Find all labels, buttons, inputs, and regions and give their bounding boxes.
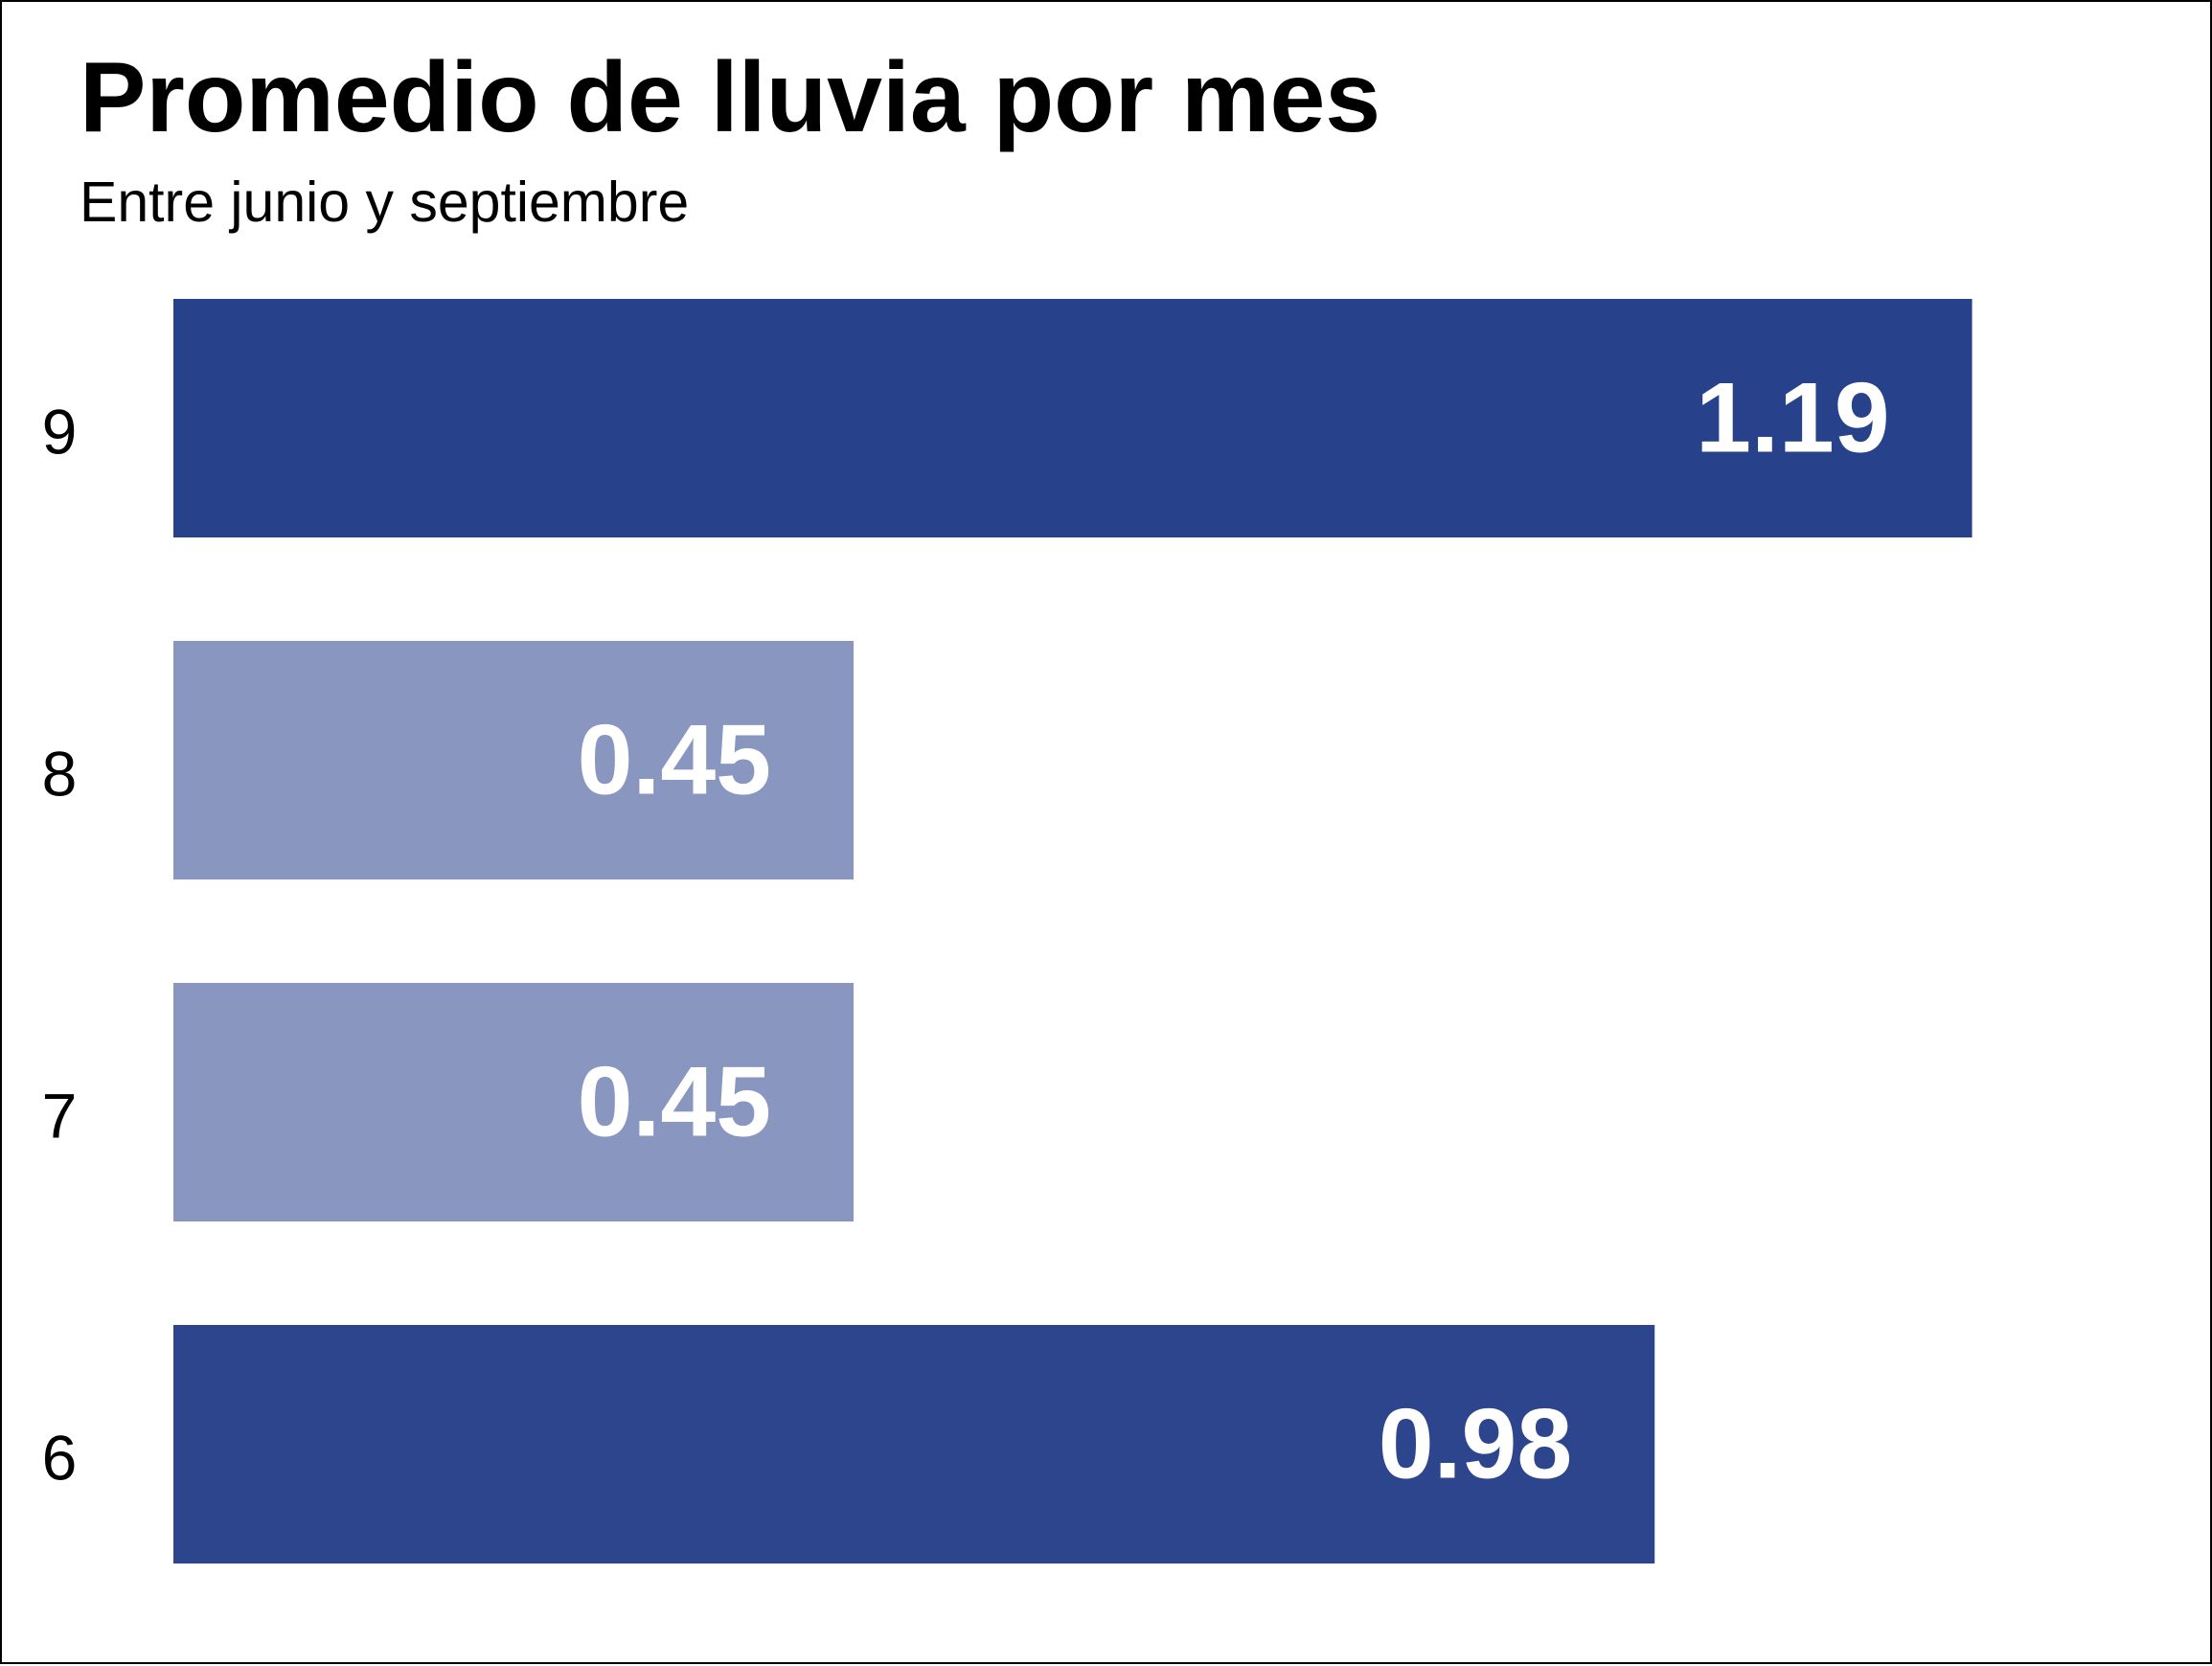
value-label-6: 0.98 (1379, 1389, 1572, 1500)
chart-subtitle: Entre junio y septiembre (80, 171, 690, 234)
value-label-7: 0.45 (578, 1047, 771, 1158)
value-label-8: 0.45 (578, 705, 771, 816)
y-tick-label-6: 6 (42, 1423, 78, 1494)
bar-8 (173, 641, 854, 879)
y-tick-label-9: 9 (42, 397, 78, 468)
bar-6 (173, 1325, 1655, 1563)
bar-9 (173, 299, 1973, 537)
y-tick-label-7: 7 (42, 1081, 78, 1152)
chart-title: Promedio de lluvia por mes (80, 42, 1381, 153)
bar-7 (173, 983, 854, 1221)
value-label-9: 1.19 (1696, 363, 1889, 474)
y-tick-label-8: 8 (42, 739, 78, 810)
